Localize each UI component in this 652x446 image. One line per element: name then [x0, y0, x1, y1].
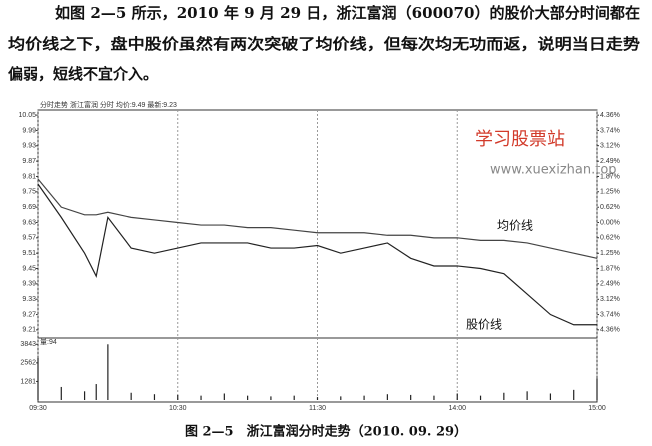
volume-tick-label: 1281	[20, 378, 36, 385]
watermark: www.xuexizhan.top	[490, 163, 617, 178]
y2-tick-label: 1.25%	[600, 250, 620, 257]
volume-label: 量:94	[40, 338, 57, 346]
volume-tick-label: 2562	[20, 360, 36, 367]
y-tick-label: 9.63	[22, 219, 36, 226]
volume-tick-label: 3843	[20, 341, 36, 348]
y2-tick-label: 0.62%	[600, 235, 620, 242]
y-tick-label: 9.75	[22, 189, 36, 196]
y-tick-label: 9.69	[22, 204, 36, 211]
y2-tick-label: 3.74%	[600, 311, 620, 318]
price-line	[37, 178, 598, 259]
y-tick-label: 9.93	[22, 143, 36, 150]
y2-tick-label: 3.74%	[600, 127, 620, 134]
y2-tick-label: 1.25%	[600, 189, 620, 196]
y2-tick-label: 1.87%	[600, 173, 620, 180]
paragraph-line: 如图 2—5 所示，2010 年 9 月 29 日，浙江富润（600070）的股…	[55, 4, 640, 22]
price-line	[37, 183, 597, 326]
y2-tick-label: 4.36%	[600, 327, 620, 334]
paragraph-line: 偏弱，短线不宜介入。	[8, 65, 158, 83]
y-tick-label: 9.39	[22, 281, 36, 288]
y-tick-label: 9.57	[22, 235, 36, 242]
y2-tick-label: 3.12%	[600, 143, 620, 150]
x-tick-label: 15:00	[588, 405, 606, 412]
x-tick-label: 14:00	[448, 405, 466, 412]
y-tick-label: 9.27	[22, 311, 36, 318]
y-tick-label: 9.33	[22, 296, 36, 303]
y2-tick-label: 2.49%	[600, 158, 620, 165]
watermark: 学习股票站	[475, 129, 565, 150]
x-tick-label: 11:30	[309, 405, 326, 412]
y-tick-label: 10.05	[18, 112, 36, 119]
y-tick-label: 9.51	[22, 250, 36, 257]
chart-title: 分时走势 浙江富润 分时 均价:9.49 最新:9.23	[40, 100, 177, 109]
annotation: 股价线	[466, 318, 502, 332]
x-tick-label: 09:30	[29, 405, 47, 412]
y-tick-label: 9.45	[22, 265, 36, 272]
paragraph-line: 均价线之下，盘中股价虽然有两次突破了均价线，但每次均无功而返，说明当日走势	[8, 35, 640, 53]
y2-tick-label: 2.49%	[600, 281, 620, 288]
y2-tick-label: 4.36%	[600, 112, 620, 119]
y-tick-label: 9.99	[22, 127, 36, 134]
y2-tick-label: 0.00%	[600, 219, 620, 226]
caption: 图 2—5 浙江富润分时走势（2010. 09. 29）	[185, 424, 467, 440]
annotation: 均价线	[497, 219, 533, 233]
y-tick-label: 9.87	[22, 158, 36, 165]
y2-tick-label: 3.12%	[600, 296, 620, 303]
y2-tick-label: 1.87%	[600, 265, 620, 272]
y-tick-label: 9.81	[22, 173, 36, 180]
y-tick-label: 9.21	[22, 327, 36, 334]
y2-tick-label: 0.62%	[600, 204, 620, 211]
x-tick-label: 10:30	[169, 405, 187, 412]
